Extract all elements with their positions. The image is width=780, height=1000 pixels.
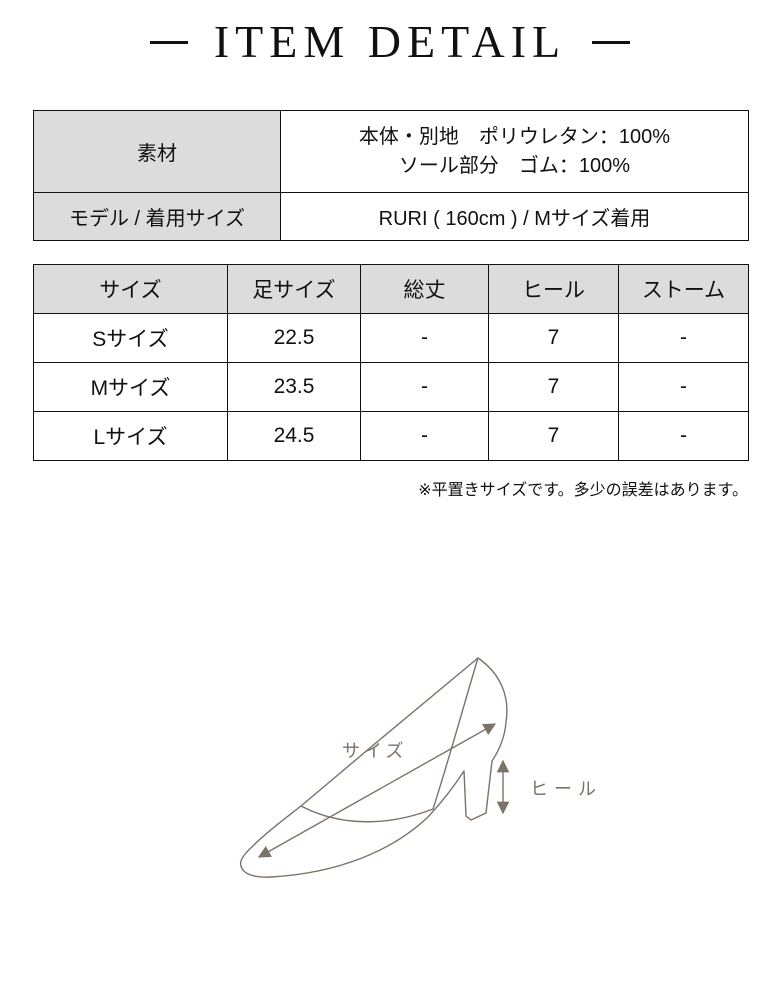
size-arrow-label: サイズ	[342, 741, 407, 761]
page-title: ITEM DETAIL	[213, 16, 567, 67]
section-header: ITEM DETAIL	[0, 16, 780, 68]
heel-arrow-label: ヒール	[530, 779, 602, 799]
spec-label-model: モデル / 着用サイズ	[33, 192, 281, 241]
size-table-header-row: サイズ 足サイズ 総丈 ヒール ストーム	[33, 264, 749, 314]
size-cell: -	[618, 313, 749, 363]
size-cell: Sサイズ	[33, 313, 228, 363]
title-dash-left	[149, 40, 188, 44]
table-row: Sサイズ 22.5 - 7 -	[33, 313, 749, 363]
spec-value-material-line1: 本体・別地 ポリウレタン：100%	[358, 125, 671, 148]
size-header-storm: ストーム	[618, 264, 749, 314]
size-note: ※平置きサイズです。多少の誤差はあります。	[418, 482, 748, 499]
spec-row-material: 素材 本体・別地 ポリウレタン：100% ソール部分 ゴム：100%	[33, 110, 749, 193]
size-header-foot: 足サイズ	[227, 264, 361, 314]
size-cell: -	[360, 411, 489, 461]
size-cell: 7	[488, 411, 619, 461]
table-row: Mサイズ 23.5 - 7 -	[33, 362, 749, 412]
size-cell: 23.5	[227, 362, 361, 412]
size-arrow	[257, 723, 497, 858]
shoe-illustration: サイズ ヒール	[230, 640, 630, 930]
title-dash-right	[592, 40, 631, 44]
size-cell: 7	[488, 362, 619, 412]
size-cell: -	[618, 411, 749, 461]
size-cell: Lサイズ	[33, 411, 228, 461]
spec-row-model: モデル / 着用サイズ RURI ( 160cm ) / Mサイズ着用	[33, 192, 749, 241]
spec-value-material-line2: ソール部分 ゴム：100%	[398, 154, 631, 177]
spec-label-material: 素材	[33, 110, 281, 193]
size-cell: Mサイズ	[33, 362, 228, 412]
size-header-heel: ヒール	[488, 264, 619, 314]
size-cell: 7	[488, 313, 619, 363]
size-header-length: 総丈	[360, 264, 489, 314]
spec-value-material: 本体・別地 ポリウレタン：100% ソール部分 ゴム：100%	[280, 110, 749, 193]
spec-value-model: RURI ( 160cm ) / Mサイズ着用	[280, 192, 749, 241]
shoe-inner-edge	[432, 657, 479, 810]
size-cell: 24.5	[227, 411, 361, 461]
shoe-vamp-curve	[300, 805, 434, 823]
table-row: Lサイズ 24.5 - 7 -	[33, 411, 749, 461]
size-cell: 22.5	[227, 313, 361, 363]
size-cell: -	[360, 313, 489, 363]
size-cell: -	[618, 362, 749, 412]
size-cell: -	[360, 362, 489, 412]
size-header-size: サイズ	[33, 264, 228, 314]
size-table: サイズ 足サイズ 総丈 ヒール ストーム Sサイズ 22.5 - 7 - Mサイ…	[33, 264, 749, 461]
spec-table: 素材 本体・別地 ポリウレタン：100% ソール部分 ゴム：100% モデル /…	[33, 110, 749, 241]
